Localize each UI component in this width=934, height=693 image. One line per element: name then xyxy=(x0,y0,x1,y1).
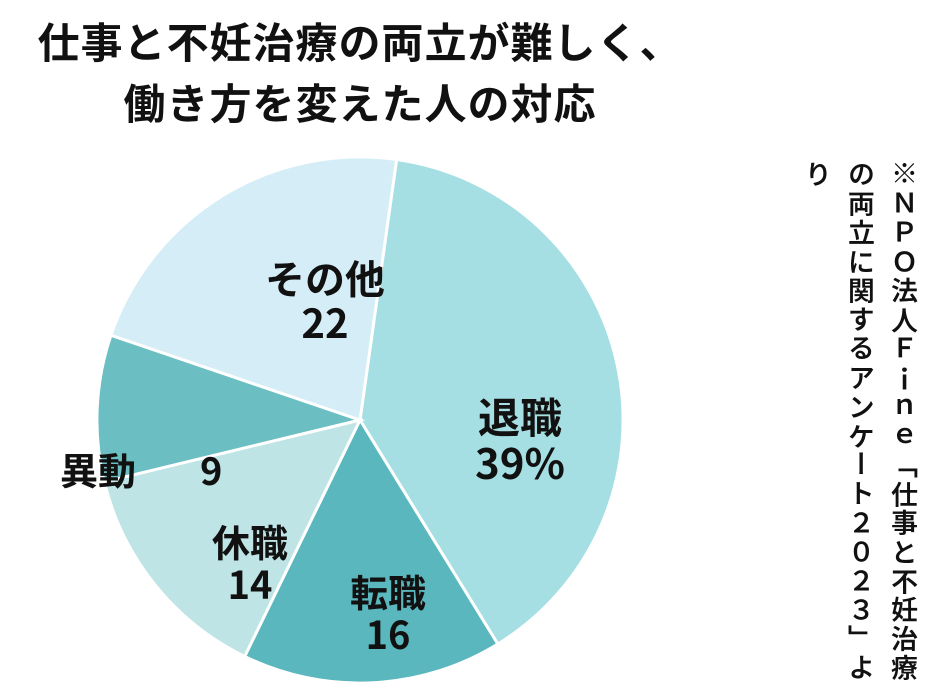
source-note: ※ＮＰＯ法人Ｆｉｎｅ「仕事と不妊治療の両立に関するアンケート２０２３」より xyxy=(796,160,926,693)
chart-title: 仕事と不妊治療の両立が難しく、 働き方を変えた人の対応 xyxy=(0,10,720,132)
slice-label: 休職14 xyxy=(212,520,288,604)
title-line-1: 仕事と不妊治療の両立が難しく、 xyxy=(0,10,720,71)
pie-chart: 退職39%転職16休職14異動9その他22 xyxy=(90,150,630,690)
slice-label: その他22 xyxy=(265,255,385,343)
slice-label: 退職39% xyxy=(475,393,565,485)
chart-wrapper: 仕事と不妊治療の両立が難しく、 働き方を変えた人の対応 退職39% 転職16 休職1… xyxy=(0,0,934,693)
slice-value: 9 xyxy=(200,448,222,490)
source-prefix: ※ xyxy=(885,160,924,189)
title-line-2: 働き方を変えた人の対応 xyxy=(0,71,720,132)
slice-label: 転職16 xyxy=(350,570,426,654)
source-text: ＮＰＯ法人Ｆｉｎｅ「仕事と不妊治療の両立に関するアンケート２０２３」より xyxy=(799,160,924,682)
slice-label: 異動 xyxy=(60,448,136,490)
